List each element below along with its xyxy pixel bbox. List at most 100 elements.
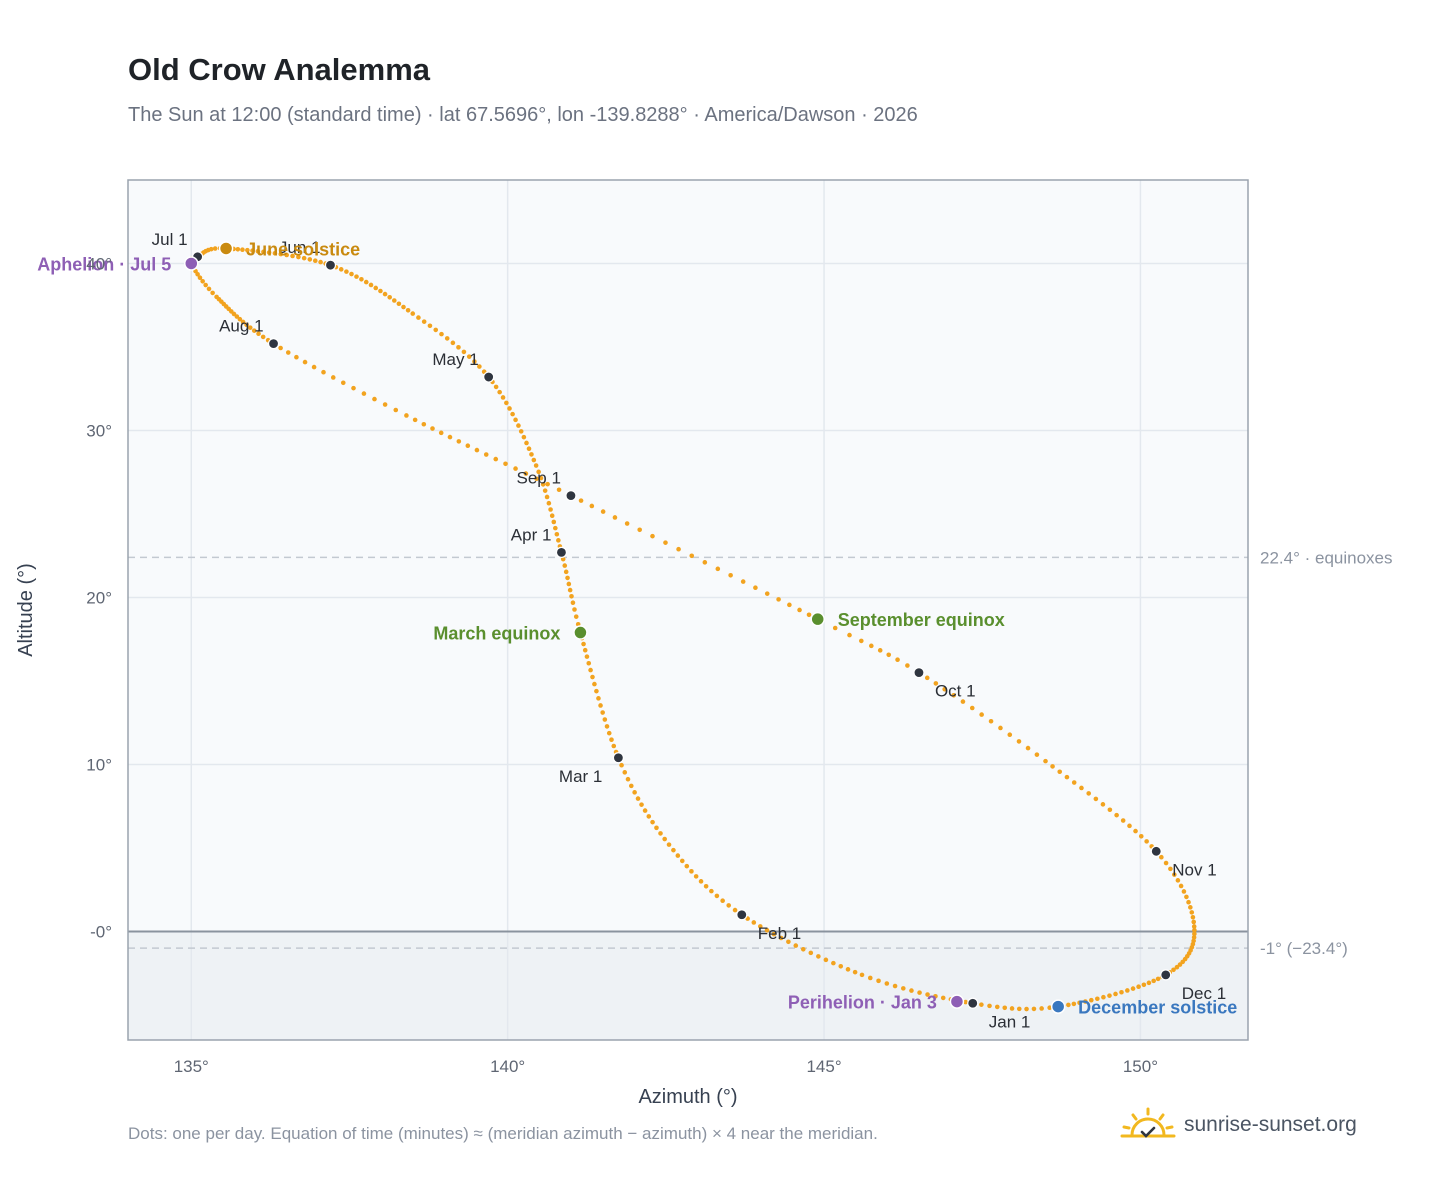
event-marker-dot xyxy=(184,256,199,271)
analemma-day-dot xyxy=(372,396,377,402)
analemma-day-dot xyxy=(786,939,791,945)
analemma-day-dot xyxy=(477,364,482,369)
month-marker-dot xyxy=(267,338,280,350)
analemma-day-dot xyxy=(578,498,584,503)
analemma-day-dot xyxy=(200,278,205,284)
analemma-day-dot xyxy=(764,591,770,596)
month-label: Apr 1 xyxy=(511,525,552,544)
analemma-day-dot xyxy=(625,776,631,782)
analemma-day-dot xyxy=(832,625,838,631)
analemma-day-dot xyxy=(1133,828,1138,834)
analemma-day-dot xyxy=(1086,791,1091,796)
analemma-day-dot xyxy=(1174,964,1180,970)
analemma-day-dot xyxy=(808,950,814,956)
analemma-day-dot xyxy=(340,380,346,386)
analemma-day-dot xyxy=(604,724,610,729)
analemma-day-dot xyxy=(1025,745,1031,751)
analemma-day-dot xyxy=(1136,984,1141,990)
analemma-day-dot xyxy=(598,703,603,708)
analemma-day-dot xyxy=(251,328,257,333)
analemma-day-dot xyxy=(378,288,383,294)
analemma-day-dot xyxy=(382,402,388,407)
analemma-day-dot xyxy=(430,426,435,431)
analemma-day-dot xyxy=(689,869,694,874)
analemma-day-dot xyxy=(553,525,558,531)
event-marker-dot xyxy=(573,625,588,640)
analemma-day-dot xyxy=(1191,935,1197,940)
analemma-day-dot xyxy=(892,983,898,989)
month-marker-dot xyxy=(736,909,748,921)
analemma-day-dot xyxy=(245,247,250,253)
analemma-day-dot xyxy=(884,981,890,986)
analemma-day-dot xyxy=(278,251,284,257)
analemma-day-dot xyxy=(600,509,606,514)
analemma-day-dot xyxy=(895,657,900,663)
analemma-day-dot xyxy=(560,556,566,562)
analemma-day-dot xyxy=(876,978,881,984)
below-horizon-band xyxy=(128,931,1248,1040)
analemma-day-dot xyxy=(206,286,212,292)
analemma-day-dot xyxy=(523,471,529,476)
analemma-day-dot xyxy=(714,893,720,899)
analemma-day-dot xyxy=(639,802,644,807)
month-label: Mar 1 xyxy=(559,767,602,786)
analemma-day-dot xyxy=(606,730,612,736)
analemma-day-dot xyxy=(877,648,883,653)
analemma-day-dot xyxy=(886,652,892,658)
analemma-day-dot xyxy=(565,575,570,581)
month-marker-dot xyxy=(483,371,495,383)
analemma-day-dot xyxy=(311,364,317,370)
event-label: Aphelion · Jul 5 xyxy=(37,254,171,274)
analemma-day-dot xyxy=(1031,1006,1037,1012)
reference-line-label: 22.4° · equinoxes xyxy=(1260,548,1393,567)
analemma-day-dot xyxy=(1138,833,1144,839)
analemma-day-dot xyxy=(250,248,255,253)
analemma-day-dot xyxy=(556,487,562,493)
analemma-day-dot xyxy=(869,643,874,649)
month-label: Oct 1 xyxy=(935,682,976,701)
analemma-day-dot xyxy=(1107,993,1112,998)
analemma-day-dot xyxy=(979,1002,984,1007)
analemma-day-dot xyxy=(1178,883,1184,889)
analemma-day-dot xyxy=(592,681,597,687)
analemma-day-dot xyxy=(1130,986,1136,991)
analemma-day-dot xyxy=(940,995,946,1001)
y-tick-label: 10° xyxy=(86,755,112,774)
analemma-day-dot xyxy=(504,400,509,406)
analemma-day-dot xyxy=(632,790,637,795)
analemma-day-dot xyxy=(466,354,472,359)
analemma-day-dot xyxy=(1190,914,1196,920)
analemma-day-dot xyxy=(338,267,344,272)
analemma-day-dot xyxy=(589,503,595,509)
analemma-day-dot xyxy=(302,359,308,365)
analemma-day-dot xyxy=(212,246,218,251)
analemma-day-dot xyxy=(628,783,634,789)
x-tick-label: 140° xyxy=(490,1057,525,1076)
analemma-day-dot xyxy=(951,693,957,698)
analemma-day-dot xyxy=(1141,982,1147,988)
chart-title: Old Crow Analemma xyxy=(128,52,431,87)
analemma-day-dot xyxy=(240,319,246,325)
analemma-day-dot xyxy=(924,675,930,681)
analemma-day-dot xyxy=(493,384,499,390)
analemma-day-dot xyxy=(1083,999,1088,1004)
month-label: Jul 1 xyxy=(152,230,188,249)
analemma-day-dot xyxy=(344,269,349,274)
analemma-day-dot xyxy=(987,1003,992,1009)
analemma-day-dot xyxy=(900,986,906,991)
analemma-day-dot xyxy=(671,847,676,853)
analemma-day-dot xyxy=(1119,989,1124,995)
brand-name[interactable]: sunrise-sunset.org xyxy=(1184,1113,1357,1136)
analemma-day-dot xyxy=(461,349,467,355)
analemma-day-dot xyxy=(197,275,203,280)
analemma-day-dot xyxy=(586,660,592,666)
brand-logo[interactable]: sunrise-sunset.org xyxy=(1120,1100,1357,1150)
analemma-day-dot xyxy=(465,443,471,449)
analemma-day-dot xyxy=(497,389,502,395)
analemma-day-dot xyxy=(909,988,914,993)
x-tick-label: 150° xyxy=(1123,1057,1158,1076)
analemma-day-dot xyxy=(994,1004,1000,1010)
event-label: March equinox xyxy=(433,624,560,644)
analemma-day-dot xyxy=(546,500,552,506)
